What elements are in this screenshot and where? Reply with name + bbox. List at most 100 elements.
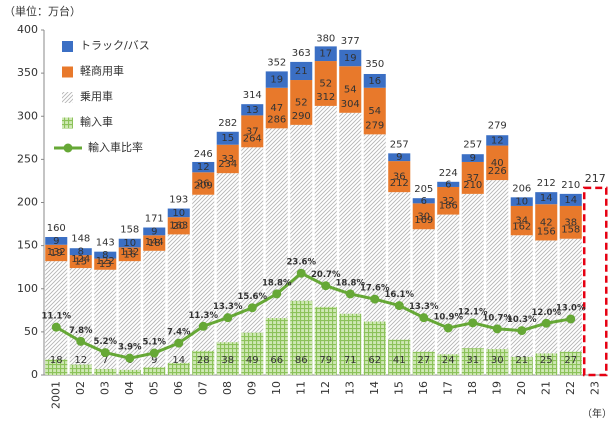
segment-label: 144 [145,237,164,248]
segment-label: 19 [50,248,63,259]
segment-label: 12 [491,135,504,146]
bar-segment [143,250,166,375]
segment-label: 12 [74,355,87,366]
bar-segment [241,115,264,148]
segment-label: 210 [463,180,482,191]
total-label: 257 [463,139,482,150]
segment-label: 37 [246,126,259,137]
bar-overlay [314,306,337,375]
bar-segment [437,181,460,187]
ratio-label: 10.9% [434,312,464,322]
bar-overlay [192,350,215,375]
segment-label: 13 [99,259,112,270]
bar-segment [167,234,190,375]
ratio-point [517,326,527,336]
bar-segment [216,173,239,375]
ratio-label: 23.6% [287,258,317,268]
segment-label: 62 [368,355,381,366]
segment-label: 38 [564,217,577,228]
bar-segment [314,61,337,106]
ratio-label: 12.0% [532,308,562,318]
segment-label: 18 [50,355,63,366]
ratio-label: 13.3% [213,302,243,312]
total-label: 380 [316,33,335,44]
bar-segment [69,268,92,375]
segment-label: 54 [344,85,357,96]
x-axis-label: （年） [582,407,612,420]
segment-label: 40 [491,158,504,169]
ratio-label: 16.1% [385,290,415,300]
bar-segment [388,192,411,375]
segment-label: 15 [221,133,234,144]
bar-segment [486,135,509,146]
segment-label: 52 [319,78,332,89]
legend-label: 軽商用車 [80,64,124,78]
ratio-point [443,323,453,333]
x-tick-label: 17 [441,381,454,395]
ratio-point [76,336,86,346]
ratio-point [198,321,208,331]
segment-label: 10 [515,197,528,208]
x-tick-label: 18 [466,381,479,395]
total-label: 257 [390,139,409,150]
bar-segment [461,161,484,194]
bar-overlay [216,342,239,375]
segment-label: 33 [221,154,234,165]
segment-label: 234 [218,159,237,170]
bar-segment [486,145,509,181]
bar-segment [510,205,533,236]
bar-segment [510,197,533,206]
bar-segment [216,131,239,145]
ratio-label: 11.3% [189,311,219,321]
segment-label: 8 [102,250,108,261]
bar-overlay [69,364,92,375]
bar-overlay [241,332,264,375]
x-tick-label: 03 [98,381,111,395]
total-label: 377 [341,36,360,47]
ratio-label: 7.8% [69,326,93,336]
ratio-point [223,313,233,323]
bar-segment [45,237,68,245]
segment-label: 27 [564,355,577,366]
bar-segment [167,217,190,235]
bar-segment [461,154,484,162]
bar-overlay [510,356,533,375]
bar-segment [94,258,117,270]
bar-overlay [143,367,166,375]
y-tick-label: 50 [24,325,38,338]
segment-label: 12 [197,162,210,173]
bar-overlay [118,369,141,375]
segment-label: 132 [120,247,139,258]
ratio-point [321,281,331,291]
x-tick-label: 11 [294,381,307,395]
bar-segment [192,161,215,173]
segment-label: 30 [491,355,504,366]
ratio-point [296,268,306,278]
bar-segment [412,229,435,375]
bar-segment [290,80,313,125]
bar-overlay [559,351,582,375]
ratio-point [492,324,502,334]
segment-label: 7 [102,355,108,366]
y-tick-label: 350 [17,66,38,79]
segment-label: 10 [123,238,136,249]
bar-segment [192,172,215,195]
labels: 1321991816012415812148122138714313216106… [42,33,606,366]
ratio-point [100,348,110,358]
bar-overlay [290,300,313,375]
bar-segment [45,244,68,262]
segment-label: 163 [169,220,188,231]
ratio-point [419,313,429,323]
segment-label: 169 [414,215,433,226]
bar-segment [265,87,288,129]
bar-segment [94,251,117,259]
legend-label: 輸入車比率 [88,140,143,154]
ratio-label: 10.7% [483,313,513,323]
segment-label: 24 [442,355,455,366]
segment-label: 212 [390,178,409,189]
y-axis-label: （単位：万台） [4,4,81,18]
x-tick-label: 12 [319,381,332,395]
bar-overlay [486,349,509,375]
total-label: 314 [243,90,262,101]
segment-label: 26 [197,179,210,190]
